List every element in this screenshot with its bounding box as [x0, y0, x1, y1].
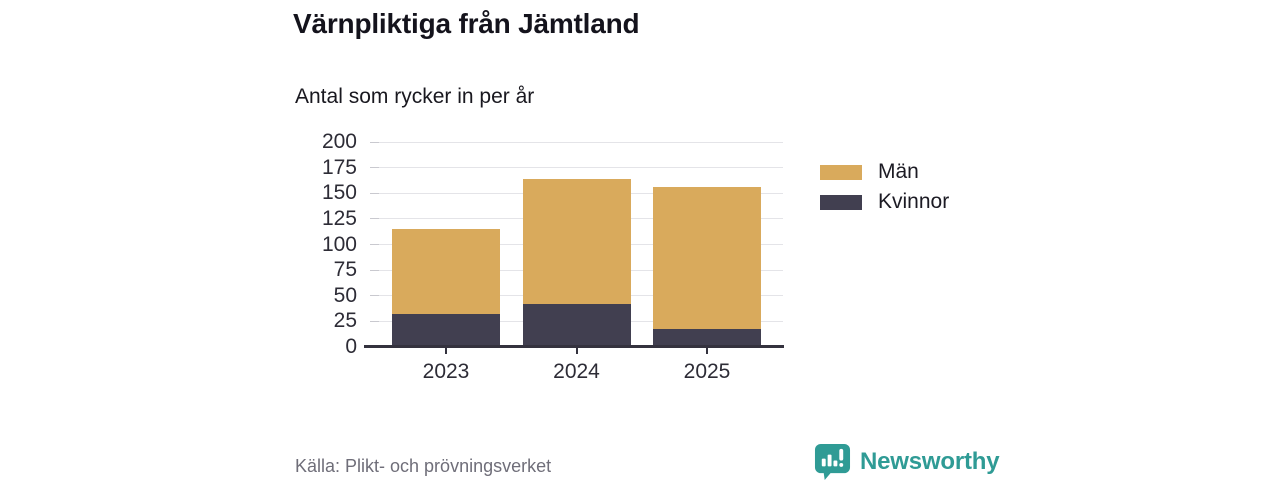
x-axis-line	[364, 345, 784, 348]
exclamation-bar-glyph	[839, 448, 844, 461]
bar-2023-man	[392, 229, 500, 314]
exclamation-dot-glyph	[839, 462, 844, 467]
chart-title: Värnpliktiga från Jämtland	[293, 8, 640, 39]
plot-area	[364, 141, 784, 354]
chart-subtitle: Antal som rycker in per år	[295, 85, 535, 108]
y-tick-175	[370, 167, 379, 169]
x-tick-label-2023: 2023	[422, 360, 470, 383]
legend: Män Kvinnor	[820, 161, 949, 221]
newsworthy-speech-bubble-chart-icon	[814, 443, 851, 480]
x-tick-2023	[445, 348, 447, 354]
gridline-200	[370, 141, 783, 143]
y-tick-150	[370, 192, 379, 194]
y-tick-200	[370, 141, 379, 143]
bar-2024	[522, 142, 631, 347]
bar-glyph-3	[833, 460, 838, 467]
y-tick-label-100: 100	[321, 232, 357, 256]
y-tick-label-125: 125	[321, 206, 357, 230]
source-attribution: Källa: Plikt- och prövningsverket	[295, 456, 552, 476]
y-tick-label-25: 25	[333, 309, 357, 333]
bar-2025	[653, 142, 761, 347]
legend-label-kvinnor: Kvinnor	[878, 190, 950, 213]
bar-2023	[392, 142, 500, 347]
bar-2025-man	[653, 187, 761, 329]
legend-swatch-man	[820, 164, 862, 180]
legend-swatch-kvinnor	[820, 194, 862, 210]
y-tick-label-175: 175	[321, 155, 357, 179]
speech-bubble-shape	[814, 443, 851, 480]
bar-glyph-1	[821, 458, 826, 467]
bar-2025-kvinnor	[653, 329, 761, 347]
y-tick-125	[370, 218, 379, 220]
newsworthy-wordmark: Newsworthy	[860, 447, 1000, 475]
gridline-175	[370, 167, 783, 169]
newsworthy-logo: Newsworthy	[814, 443, 1000, 480]
bar-2024-man	[522, 179, 631, 304]
bar-2024-kvinnor	[522, 304, 631, 347]
y-tick-label-75: 75	[333, 258, 357, 282]
y-tick-25	[370, 320, 379, 322]
y-tick-label-50: 50	[333, 283, 357, 307]
legend-item-kvinnor: Kvinnor	[820, 191, 949, 213]
bar-2023-kvinnor	[392, 314, 500, 347]
y-tick-75	[370, 269, 379, 271]
y-tick-50	[370, 295, 379, 297]
y-tick-label-200: 200	[321, 130, 357, 153]
x-tick-2025	[706, 348, 708, 354]
legend-item-man: Män	[820, 161, 949, 183]
legend-label-man: Män	[878, 160, 919, 183]
y-tick-label-0: 0	[345, 335, 357, 358]
x-tick-label-2025: 2025	[683, 360, 731, 383]
y-tick-100	[370, 244, 379, 245]
y-tick-label-150: 150	[321, 181, 357, 205]
x-tick-2024	[575, 348, 578, 354]
bar-glyph-2	[827, 454, 832, 467]
x-tick-label-2024: 2024	[553, 360, 600, 383]
